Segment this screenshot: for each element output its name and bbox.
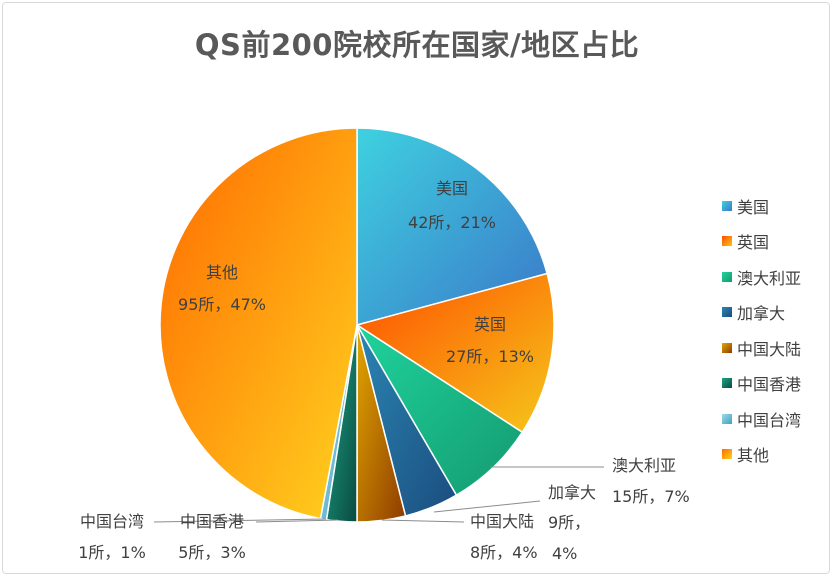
legend-item-1: 英国 — [722, 224, 801, 260]
leader-line-5 — [255, 519, 339, 523]
legend-swatch-3 — [722, 307, 732, 318]
legend-item-7: 其他 — [722, 437, 801, 473]
leader-line-4 — [381, 519, 465, 523]
data-label-value-2: 15所，7% — [612, 487, 690, 506]
pie-slice-7 — [159, 127, 358, 520]
legend-item-3: 加拿大 — [722, 295, 801, 331]
legend: 美国英国澳大利亚加拿大中国大陆中国香港中国台湾其他 — [722, 188, 801, 472]
data-label-value-1: 27所，13% — [446, 347, 534, 366]
data-label-value-7: 95所，47% — [178, 295, 266, 314]
pie-slice-0 — [356, 127, 549, 326]
data-label-name-2: 澳大利亚 — [612, 456, 676, 475]
legend-label-6: 中国台湾 — [737, 410, 802, 430]
data-label-name-3: 加拿大 — [548, 483, 596, 502]
leader-line-6 — [153, 518, 327, 523]
legend-label-5: 中国香港 — [737, 375, 802, 395]
data-label-name-0: 美国 — [436, 179, 468, 198]
legend-label-2: 澳大利亚 — [737, 268, 802, 288]
data-label-name-4: 中国大陆 — [470, 512, 534, 531]
data-label-name-7: 其他 — [206, 263, 238, 282]
data-label-value-3: 9所， — [548, 513, 590, 532]
legend-swatch-4 — [722, 342, 732, 353]
legend-swatch-2 — [722, 271, 732, 282]
legend-swatch-1 — [722, 236, 732, 247]
data-label-name-6: 中国台湾 — [80, 512, 144, 531]
chart-title: QS前200院校所在国家/地区占比 — [194, 28, 640, 62]
legend-label-4: 中国大陆 — [737, 339, 802, 359]
legend-item-6: 中国台湾 — [722, 401, 801, 437]
pie-slice-1 — [355, 272, 555, 434]
legend-label-0: 美国 — [737, 197, 770, 217]
data-label-name-5: 中国香港 — [180, 512, 244, 531]
legend-label-1: 英国 — [737, 233, 770, 253]
data-label-value-6: 1所，1% — [78, 543, 146, 562]
legend-swatch-0 — [722, 200, 732, 211]
legend-swatch-7 — [722, 449, 732, 460]
data-label-value-4: 8所，4% — [470, 543, 538, 562]
legend-swatch-5 — [722, 378, 732, 389]
legend-label-3: 加拿大 — [737, 304, 786, 324]
leader-line-3 — [433, 500, 541, 513]
legend-item-2: 澳大利亚 — [722, 259, 801, 295]
legend-label-7: 其他 — [737, 446, 770, 466]
legend-item-5: 中国香港 — [722, 366, 801, 402]
data-label-value-0: 42所，21% — [408, 213, 496, 232]
legend-swatch-6 — [722, 413, 732, 424]
data-label-value2-3: 4% — [552, 544, 577, 563]
legend-item-4: 中国大陆 — [722, 330, 801, 366]
data-label-name-1: 英国 — [474, 315, 506, 334]
data-label-value-5: 5所，3% — [178, 543, 246, 562]
legend-item-0: 美国 — [722, 188, 801, 224]
